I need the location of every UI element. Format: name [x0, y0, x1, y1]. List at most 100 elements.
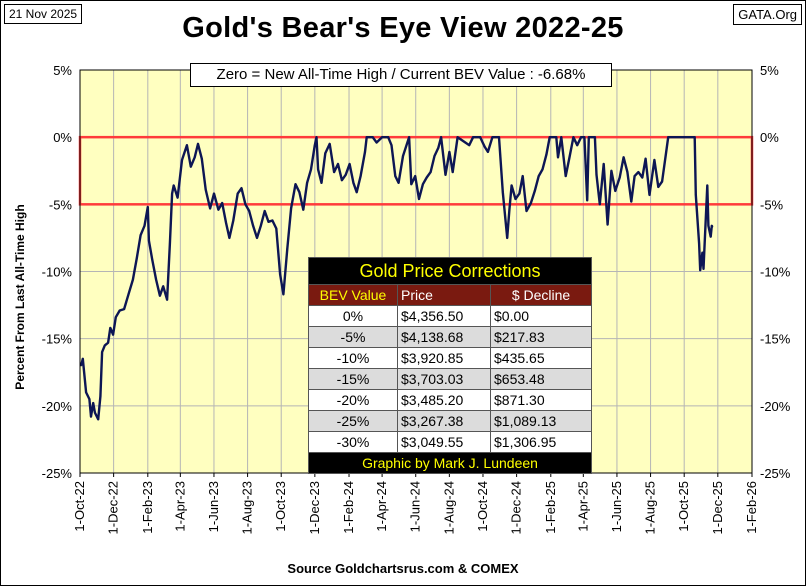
series-point	[197, 142, 199, 145]
series-point	[533, 190, 536, 192]
y-tick-label-right: -20%	[760, 399, 791, 414]
table-title: Gold Price Corrections	[308, 257, 592, 285]
series-point	[359, 175, 362, 178]
series-point	[402, 155, 404, 157]
series-point	[472, 136, 474, 139]
series-point	[576, 144, 579, 147]
decline-cell: $217.83	[490, 326, 592, 348]
series-point	[606, 223, 609, 226]
corrections-table: Gold Price Corrections BEV Value Price $…	[308, 257, 592, 474]
series-point	[525, 210, 528, 212]
series-point	[387, 136, 390, 139]
series-point	[593, 136, 596, 139]
series-point	[602, 163, 605, 165]
series-point	[429, 171, 432, 173]
series-point	[93, 411, 96, 414]
x-tick-label: 1-Aug-23	[240, 481, 255, 534]
x-tick-label: 1-Jun-23	[206, 481, 221, 532]
series-point	[468, 144, 471, 147]
series-point	[294, 183, 297, 186]
series-point	[135, 257, 138, 259]
price-cell: $3,485.20	[397, 389, 491, 411]
series-point	[633, 175, 636, 178]
series-point	[703, 243, 706, 246]
series-point	[90, 415, 92, 418]
series-line	[79, 135, 714, 421]
series-point	[564, 175, 567, 178]
x-tick-label: 1-Oct-25	[676, 481, 691, 532]
series-point	[580, 136, 583, 139]
series-point	[614, 190, 617, 192]
chart-subtitle: Zero = New All-Time High / Current BEV V…	[190, 63, 612, 87]
series-point	[618, 176, 621, 179]
series-point	[317, 168, 320, 171]
chart-title: Gold's Bear's Eye View 2022-25	[182, 12, 624, 44]
series-point	[181, 159, 183, 161]
x-tick-label: 1-Jun-25	[609, 481, 624, 532]
series-point	[162, 285, 165, 288]
series-point	[310, 168, 312, 171]
y-tick-label-left: -20%	[42, 399, 73, 414]
price-cell: $4,356.50	[397, 305, 491, 327]
series-point	[103, 344, 106, 347]
date-label: 21 Nov 2025	[4, 4, 83, 24]
series-point	[479, 136, 482, 139]
series-point	[344, 173, 347, 176]
series-point	[259, 224, 262, 227]
series-point	[661, 180, 664, 183]
series-point	[176, 196, 179, 199]
series-point	[425, 176, 428, 179]
series-point	[114, 316, 117, 319]
series-point	[641, 176, 644, 179]
series-point	[437, 147, 440, 149]
series-point	[421, 183, 424, 186]
series-point	[118, 309, 121, 312]
series-point	[127, 293, 130, 296]
bev-cell: -15%	[308, 368, 398, 390]
series-point	[365, 136, 368, 139]
series-point	[236, 192, 239, 195]
y-tick-label-left: 0%	[53, 130, 72, 145]
series-point	[508, 208, 511, 211]
series-point	[248, 210, 251, 212]
series-point	[282, 293, 285, 296]
x-tick-label: 1-Dec-24	[509, 481, 524, 534]
series-point	[518, 192, 521, 195]
x-tick-label: 1-Feb-23	[140, 481, 155, 534]
series-point	[456, 136, 459, 139]
series-point	[171, 192, 173, 195]
x-tick-label: 1-Feb-26	[744, 481, 759, 534]
series-point	[699, 269, 702, 272]
series-point	[244, 203, 247, 206]
series-point	[275, 227, 278, 230]
series-point	[706, 184, 709, 187]
series-point	[151, 258, 154, 261]
decline-cell: $653.48	[490, 368, 592, 390]
series-point	[159, 294, 161, 297]
y-axis-label: Percent From Last All-Time High	[13, 204, 27, 390]
series-point	[688, 136, 691, 139]
series-point	[263, 210, 266, 212]
x-tick-label: 1-Dec-22	[106, 481, 121, 534]
price-cell: $3,703.03	[397, 368, 491, 390]
series-point	[665, 152, 667, 155]
series-point	[371, 136, 374, 139]
series-point	[355, 191, 358, 194]
price-cell: $3,049.55	[397, 431, 491, 453]
series-point	[375, 141, 378, 144]
decline-cell: $871.30	[490, 389, 592, 411]
series-point	[483, 145, 486, 148]
series-point	[139, 234, 142, 237]
series-point	[352, 181, 355, 184]
y-tick-label-right: -5%	[760, 197, 784, 212]
series-point	[397, 181, 400, 184]
series-point	[572, 136, 575, 139]
series-point	[630, 200, 633, 203]
series-point	[545, 153, 548, 156]
series-point	[610, 169, 613, 172]
series-point	[587, 136, 590, 139]
series-point	[682, 136, 685, 139]
y-tick-label-right: 0%	[760, 130, 779, 145]
series-point	[80, 364, 83, 367]
series-point	[123, 308, 126, 311]
